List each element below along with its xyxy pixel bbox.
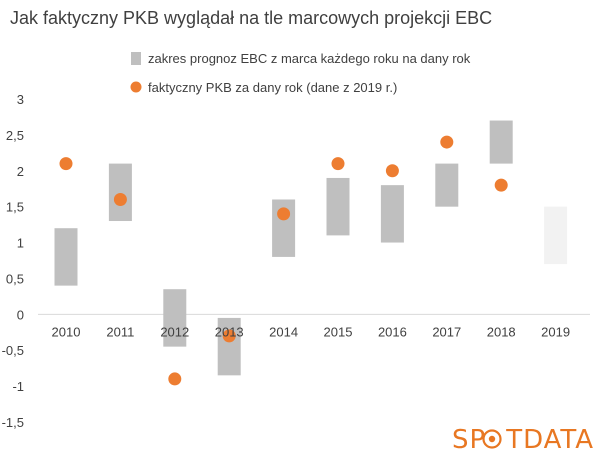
spotdata-logo: SP TDATA bbox=[452, 425, 594, 455]
gdp-point-2016 bbox=[385, 164, 399, 178]
actual-gdp-points bbox=[59, 135, 508, 386]
legend: zakres prognoz EBC z marca każdego roku … bbox=[130, 51, 471, 95]
y-tick-label: 3 bbox=[17, 92, 24, 107]
x-tick-label-2011: 2011 bbox=[106, 324, 134, 339]
x-tick-label-2010: 2010 bbox=[52, 324, 81, 339]
range-bar-2010 bbox=[54, 228, 78, 286]
range-bar-2018 bbox=[489, 120, 513, 164]
x-tick-label-2017: 2017 bbox=[432, 324, 461, 339]
legend-range-label: zakres prognoz EBC z marca każdego roku … bbox=[148, 51, 471, 66]
gdp-point-2018 bbox=[494, 178, 508, 192]
range-bar-2012 bbox=[163, 289, 187, 347]
y-tick-label: 1 bbox=[17, 236, 24, 251]
y-tick-label: 2,5 bbox=[6, 128, 24, 143]
gdp-point-2017 bbox=[440, 135, 454, 149]
legend-point-swatch bbox=[130, 81, 142, 93]
gdp-point-2011 bbox=[113, 192, 127, 206]
x-tick-label-2019: 2019 bbox=[541, 324, 570, 339]
x-axis: 2010 2011 2012 2013 2014 2015 2016 2017 2018 2019 bbox=[52, 324, 571, 339]
range-bar-2011 bbox=[108, 163, 132, 222]
range-bar-2017 bbox=[435, 163, 459, 207]
y-tick-label: 1,5 bbox=[6, 200, 24, 215]
gdp-point-2014 bbox=[277, 207, 291, 221]
y-axis: 3 2,5 2 1,5 1 0,5 0 -0,5 -1 -1,5 bbox=[2, 92, 24, 430]
gdp-point-2010 bbox=[59, 157, 73, 171]
range-bar-2016 bbox=[380, 185, 404, 243]
x-tick-label-2013: 2013 bbox=[215, 324, 244, 339]
y-tick-label: -0,5 bbox=[2, 343, 24, 358]
x-tick-label-2015: 2015 bbox=[324, 324, 353, 339]
y-tick-label: -1,5 bbox=[2, 415, 24, 430]
range-bar-2013 bbox=[217, 317, 241, 376]
y-tick-label: 0 bbox=[17, 307, 24, 322]
gdp-point-2012 bbox=[168, 372, 182, 386]
x-tick-label-2014: 2014 bbox=[269, 324, 298, 339]
chart-title: Jak faktyczny PKB wyglądał na tle marcow… bbox=[10, 8, 492, 28]
range-bar-2015 bbox=[326, 177, 350, 236]
y-tick-label: -1 bbox=[12, 379, 24, 394]
forecast-ranges bbox=[54, 120, 568, 376]
legend-range-swatch bbox=[131, 52, 141, 65]
y-tick-label: 0,5 bbox=[6, 271, 24, 286]
range-bar-2019 bbox=[544, 206, 568, 265]
gdp-point-2015 bbox=[331, 157, 345, 171]
legend-point-label: faktyczny PKB za dany rok (dane z 2019 r… bbox=[148, 80, 397, 95]
x-tick-label-2012: 2012 bbox=[160, 324, 189, 339]
brand-o-dot-icon bbox=[488, 435, 496, 443]
x-tick-label-2018: 2018 bbox=[487, 324, 516, 339]
y-tick-label: 2 bbox=[17, 164, 24, 179]
x-tick-label-2016: 2016 bbox=[378, 324, 407, 339]
brand-logo-text: SP TDATA bbox=[452, 425, 594, 455]
gdp-point-2013 bbox=[222, 329, 236, 343]
brand-o-icon bbox=[482, 429, 502, 449]
